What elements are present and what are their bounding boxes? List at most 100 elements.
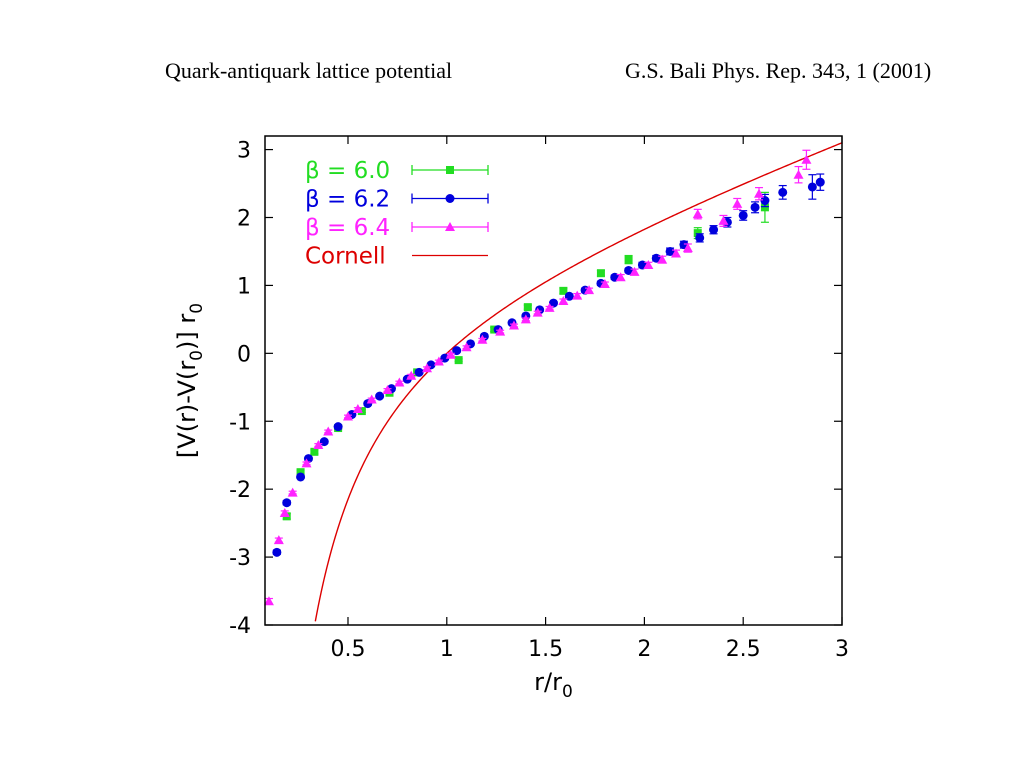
- legend-label: β = 6.0: [305, 158, 390, 184]
- data-point: [477, 334, 488, 344]
- data-point: [445, 349, 456, 359]
- axis-labels: r/r0 [V(r)-V(r0)] r0: [173, 303, 573, 702]
- y-tick-label: 3: [237, 139, 251, 164]
- data-point: [657, 254, 668, 264]
- y-axis-label: [V(r)-V(r0)] r0: [173, 303, 207, 458]
- data-point: [520, 314, 531, 324]
- data-point: [352, 404, 363, 414]
- legend-marker: [445, 194, 455, 203]
- y-tick-label: 1: [237, 274, 251, 299]
- y-tick-label: 2: [237, 207, 251, 232]
- data-point: [760, 196, 770, 206]
- y-tick-label: 0: [237, 342, 251, 367]
- data-point: [323, 426, 334, 436]
- data-point: [718, 215, 729, 225]
- legend-label: β = 6.2: [305, 187, 390, 213]
- data-point: [624, 265, 634, 275]
- data-point: [599, 279, 610, 289]
- data-point: [414, 367, 424, 377]
- legend-marker: [445, 222, 455, 231]
- data-point: [279, 507, 290, 517]
- data-point: [357, 407, 366, 416]
- cornell-curve: [314, 142, 843, 622]
- data-point: [508, 320, 519, 330]
- y-tick-label: -2: [229, 478, 251, 503]
- data-point: [738, 210, 748, 220]
- data-point: [333, 422, 343, 432]
- data-point: [375, 391, 385, 401]
- data-point: [709, 225, 719, 235]
- data-point: [754, 188, 765, 198]
- data-point: [695, 233, 705, 243]
- data-point: [287, 487, 298, 497]
- data-point: [313, 440, 324, 450]
- legend-label: Cornell: [305, 244, 386, 270]
- data-point: [366, 394, 377, 404]
- data-point: [296, 468, 305, 477]
- data-point: [342, 411, 353, 421]
- data-point: [815, 177, 825, 187]
- data-point: [319, 437, 329, 447]
- tick-layer: 0.5 1 1.5 2 2.5 3 -4 -3 -2 -1 0 1 2 3: [229, 136, 849, 662]
- data-point: [532, 307, 543, 317]
- legend: β = 6.0 β = 6.2β = 6.4 Cornell: [305, 158, 489, 270]
- x-tick-label: 1: [440, 637, 454, 662]
- data-point: [263, 596, 274, 606]
- data-point: [558, 296, 569, 306]
- data-point: [693, 229, 702, 238]
- data-point: [615, 272, 626, 282]
- data-point: [732, 198, 743, 208]
- x-axis-label: r/r0: [534, 668, 573, 702]
- data-point: [544, 302, 555, 312]
- data-point: [807, 182, 817, 192]
- data-point: [750, 202, 760, 212]
- y-tick-label: -4: [229, 614, 251, 639]
- data-point: [310, 447, 319, 456]
- data-point: [282, 498, 292, 508]
- data-point: [495, 326, 506, 336]
- data-point: [454, 356, 463, 365]
- points-layer: [263, 149, 825, 606]
- reference-citation: G.S. Bali Phys. Rep. 343, 1 (2001): [625, 58, 932, 83]
- data-point: [692, 209, 703, 219]
- x-tick-label: 2: [637, 637, 651, 662]
- data-point: [272, 547, 282, 557]
- data-point: [584, 285, 595, 295]
- plot-frame: [264, 135, 843, 626]
- x-tick-label: 3: [835, 637, 849, 662]
- data-point: [682, 243, 693, 253]
- curve-layer: [314, 142, 843, 622]
- slide-header: Quark-antiquark lattice potential G.S. B…: [0, 58, 1024, 92]
- legend-marker: [446, 166, 454, 174]
- series-3: [263, 149, 812, 606]
- data-point: [433, 356, 444, 366]
- data-point: [394, 377, 405, 387]
- data-point: [760, 203, 769, 212]
- data-point: [596, 269, 605, 278]
- y-tick-label: -1: [229, 410, 251, 435]
- y-tick-label: -3: [229, 546, 251, 571]
- x-tick-label: 2.5: [726, 637, 761, 662]
- data-point: [406, 370, 417, 380]
- data-point: [665, 246, 675, 256]
- data-point: [549, 298, 558, 308]
- data-point: [301, 458, 312, 468]
- data-point: [296, 472, 306, 482]
- data-point: [793, 169, 804, 179]
- legend-label: β = 6.4: [305, 215, 390, 241]
- x-tick-label: 0.5: [330, 637, 365, 662]
- data-point: [273, 535, 284, 545]
- data-point: [671, 248, 682, 258]
- data-point: [643, 260, 654, 270]
- data-point: [422, 363, 433, 373]
- data-point: [461, 342, 472, 352]
- data-point: [624, 255, 633, 264]
- data-point: [559, 286, 568, 295]
- data-point: [778, 187, 788, 197]
- data-point: [801, 154, 812, 164]
- data-point: [382, 385, 393, 395]
- data-point: [572, 290, 583, 300]
- x-tick-label: 1.5: [528, 637, 563, 662]
- data-point: [523, 303, 532, 312]
